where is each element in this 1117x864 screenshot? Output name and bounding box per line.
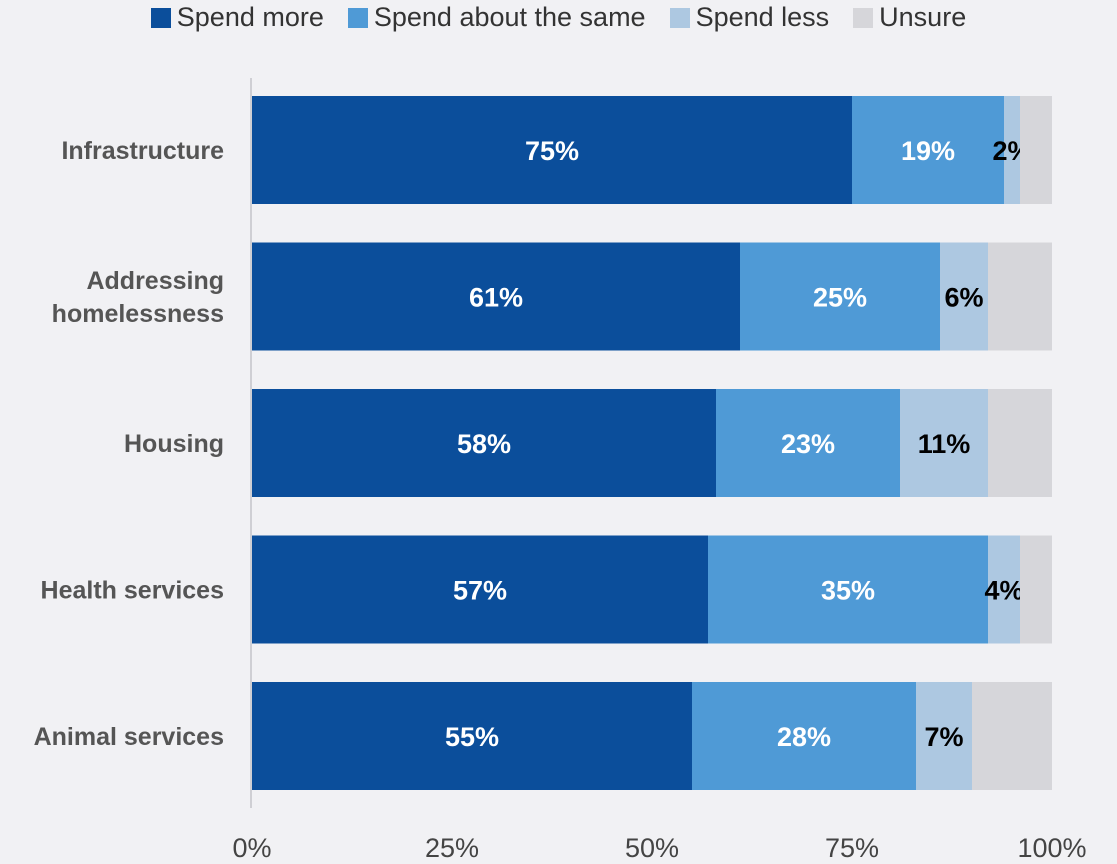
- data-label-spend-less-animal-services: 7%: [924, 722, 963, 752]
- bar-segment-unsure-health-services: [1020, 535, 1052, 644]
- legend-label-spend-more: Spend more: [176, 2, 324, 32]
- x-tick-label-50: 50%: [625, 833, 679, 863]
- bar-segment-spend-more-addressing-homelessness: [252, 242, 740, 351]
- data-label-spend-about-the-same-housing: 23%: [781, 429, 835, 459]
- data-label-spend-more-animal-services: 55%: [445, 722, 499, 752]
- legend: Spend more Spend about the same Spend le…: [0, 2, 1117, 33]
- bar-segment-spend-about-the-same-animal-services: [692, 682, 916, 790]
- data-label-spend-more-addressing-homelessness: 61%: [469, 283, 523, 313]
- legend-item-spend-less: Spend less: [669, 2, 830, 33]
- bar-segment-spend-less-infrastructure: [1004, 96, 1020, 204]
- category-label-infrastructure: Infrastructure: [61, 137, 224, 165]
- legend-swatch-spend-about-the-same: [347, 7, 368, 28]
- bar-segment-spend-about-the-same-housing: [716, 389, 900, 497]
- category-label-animal-services: Animal services: [34, 723, 224, 751]
- data-label-spend-more-housing: 58%: [457, 429, 511, 459]
- data-label-spend-less-addressing-homelessness: 6%: [944, 283, 983, 313]
- bar-segment-spend-less-addressing-homelessness: [940, 242, 988, 351]
- bar-segment-unsure-addressing-homelessness: [988, 242, 1052, 351]
- bar-segment-spend-less-housing: [900, 389, 988, 497]
- data-label-spend-about-the-same-addressing-homelessness: 25%: [813, 283, 867, 313]
- bar-segment-spend-less-animal-services: [916, 682, 972, 790]
- legend-label-unsure: Unsure: [879, 2, 967, 32]
- data-label-spend-about-the-same-animal-services: 28%: [777, 722, 831, 752]
- bar-segment-spend-more-animal-services: [252, 682, 692, 790]
- bar-segment-unsure-animal-services: [972, 682, 1052, 790]
- x-tick-label-75: 75%: [825, 833, 879, 863]
- data-label-spend-more-health-services: 57%: [453, 576, 507, 606]
- legend-swatch-spend-more: [150, 7, 171, 28]
- legend-item-spend-more: Spend more: [150, 2, 324, 33]
- legend-item-spend-about-the-same: Spend about the same: [347, 2, 646, 33]
- legend-swatch-unsure: [853, 7, 874, 28]
- bar-segment-spend-about-the-same-health-services: [708, 535, 988, 644]
- bar-segment-spend-more-housing: [252, 389, 716, 497]
- category-label-addressing-homelessness: Addressing homelessness: [52, 267, 224, 328]
- data-label-spend-less-health-services: 4%: [984, 576, 1023, 606]
- bar-segment-spend-about-the-same-addressing-homelessness: [740, 242, 940, 351]
- bar-segment-spend-more-infrastructure: [252, 96, 852, 204]
- x-tick-label-0: 0%: [232, 833, 271, 863]
- bar-segment-spend-more-health-services: [252, 535, 708, 644]
- legend-item-unsure: Unsure: [853, 2, 966, 33]
- legend-label-spend-less: Spend less: [695, 2, 830, 32]
- x-tick-label-25: 25%: [425, 833, 479, 863]
- bar-segment-spend-about-the-same-infrastructure: [852, 96, 1004, 204]
- data-label-spend-less-housing: 11%: [918, 429, 971, 459]
- data-label-spend-about-the-same-health-services: 35%: [821, 576, 875, 606]
- bar-segment-spend-less-health-services: [988, 535, 1020, 644]
- bar-segment-unsure-housing: [988, 389, 1052, 497]
- data-label-spend-about-the-same-infrastructure: 19%: [901, 136, 955, 166]
- legend-swatch-spend-less: [669, 7, 690, 28]
- category-label-housing: Housing: [124, 430, 224, 458]
- x-tick-label-100: 100%: [1017, 833, 1086, 863]
- category-label-health-services: Health services: [41, 577, 224, 605]
- legend-label-spend-about-the-same: Spend about the same: [373, 2, 646, 32]
- data-label-spend-more-infrastructure: 75%: [525, 136, 579, 166]
- bar-segment-unsure-infrastructure: [1020, 96, 1052, 204]
